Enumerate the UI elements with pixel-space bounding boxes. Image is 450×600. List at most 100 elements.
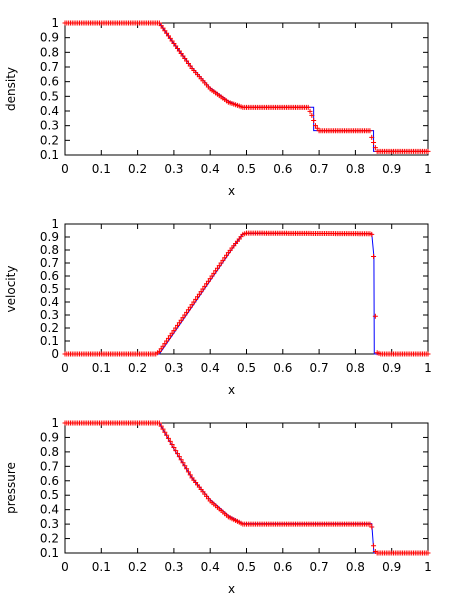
data-point: [178, 317, 184, 323]
panel-1-density: 0 0.1 0.2 0.3 0.4 0.5 0.6 0.7 0.8 0.9 10.10.20.30.…: [4, 16, 432, 198]
x-tick-label: 0.7: [310, 162, 329, 176]
data-point: [371, 543, 377, 549]
data-point: [173, 448, 179, 454]
data-point: [200, 286, 206, 292]
data-point: [158, 346, 164, 352]
x-tick-label: 0.2: [128, 162, 147, 176]
data-point: [222, 255, 228, 261]
data-point: [169, 441, 175, 447]
data-point: [156, 420, 162, 426]
plot-frame: [64, 422, 429, 554]
x-tick-label: 0.1: [92, 162, 111, 176]
data-point: [158, 423, 164, 429]
data-point: [156, 348, 162, 354]
y-tick-label: 0.3: [40, 308, 59, 322]
data-point: [202, 283, 208, 289]
x-tick-label: 0.1: [92, 361, 111, 375]
data-point: [171, 328, 177, 334]
data-point: [312, 123, 318, 129]
data-point: [305, 104, 311, 110]
x-tick-label: 0: [61, 162, 69, 176]
data-point: [158, 23, 164, 29]
x-tick-label: 0.4: [201, 560, 220, 574]
data-point: [218, 260, 224, 266]
x-tick-label: 0: [61, 361, 69, 375]
data-point: [165, 33, 171, 39]
y-tick-label: 1: [51, 416, 59, 430]
panel-2-velocity: 0 0.1 0.2 0.3 0.4 0.5 0.6 0.7 0.8 0.9 100.10.20.30…: [4, 217, 432, 397]
data-point: [178, 457, 184, 463]
data-point: [194, 294, 200, 300]
y-tick-label: 0.4: [40, 104, 59, 118]
series-line: [65, 422, 428, 554]
data-point: [214, 265, 220, 271]
x-axis-label: x: [228, 383, 235, 397]
x-tick-label: 0: [61, 560, 69, 574]
y-tick-label: 0.4: [40, 295, 59, 309]
y-tick-label: 0.5: [40, 89, 59, 103]
data-point: [162, 341, 168, 347]
x-tick-label: 0.3: [164, 361, 183, 375]
data-point: [307, 108, 313, 114]
data-point: [371, 140, 377, 146]
y-axis-label: density: [4, 67, 18, 111]
y-axis-label: pressure: [4, 462, 18, 514]
x-tick-label: 0.9: [382, 560, 401, 574]
x-tick-label: 0.6: [273, 560, 292, 574]
data-point: [209, 273, 215, 279]
data-point: [162, 429, 168, 435]
data-point: [224, 252, 230, 258]
x-tick-label: 1: [424, 560, 432, 574]
data-point: [198, 289, 204, 295]
data-point: [160, 426, 166, 432]
x-tick-label: 0.2: [128, 361, 147, 375]
data-point: [184, 309, 190, 315]
x-tick-label: 0.8: [346, 361, 365, 375]
data-point: [216, 263, 222, 269]
x-axis-label: x: [228, 582, 235, 596]
data-point: [372, 313, 378, 319]
y-tick-label: 0.9: [40, 230, 59, 244]
y-tick-label: 0.2: [40, 133, 59, 147]
data-point: [425, 550, 431, 556]
data-point: [207, 276, 213, 282]
data-point: [182, 463, 188, 469]
data-point: [309, 112, 315, 118]
x-tick-label: 0.5: [237, 162, 256, 176]
data-point: [165, 335, 171, 341]
y-tick-label: 0.7: [40, 60, 59, 74]
y-tick-label: 0.1: [40, 148, 59, 162]
data-point: [369, 134, 375, 140]
x-tick-label: 0.8: [346, 162, 365, 176]
data-point: [167, 35, 173, 41]
x-tick-label: 0.8: [346, 560, 365, 574]
data-point: [187, 472, 193, 478]
data-point: [369, 231, 375, 237]
y-tick-label: 0.1: [40, 334, 59, 348]
y-tick-label: 1: [51, 16, 59, 30]
data-point: [189, 302, 195, 308]
panel-3-pressure: 0 0.1 0.2 0.3 0.4 0.5 0.6 0.7 0.8 0.9 10.10.20.30.…: [4, 416, 432, 596]
series-line: [65, 232, 428, 355]
y-tick-label: 0: [51, 347, 59, 361]
y-tick-label: 0.8: [40, 45, 59, 59]
y-tick-label: 0.6: [40, 75, 59, 89]
data-point: [165, 435, 171, 441]
series-markers: [62, 420, 431, 556]
x-tick-label: 0.6: [273, 361, 292, 375]
y-tick-label: 0.9: [40, 31, 59, 45]
data-point: [314, 125, 320, 131]
data-point: [367, 128, 373, 134]
data-point: [205, 278, 211, 284]
y-tick-label: 0.5: [40, 282, 59, 296]
x-tick-label: 0.3: [164, 560, 183, 574]
y-tick-label: 1: [51, 217, 59, 231]
y-tick-label: 0.6: [40, 269, 59, 283]
data-point: [164, 432, 170, 438]
x-tick-label: 0.6: [273, 162, 292, 176]
x-tick-label: 0.3: [164, 162, 183, 176]
data-point: [169, 330, 175, 336]
y-tick-label: 0.8: [40, 445, 59, 459]
data-point: [167, 438, 173, 444]
y-tick-label: 0.1: [40, 546, 59, 560]
